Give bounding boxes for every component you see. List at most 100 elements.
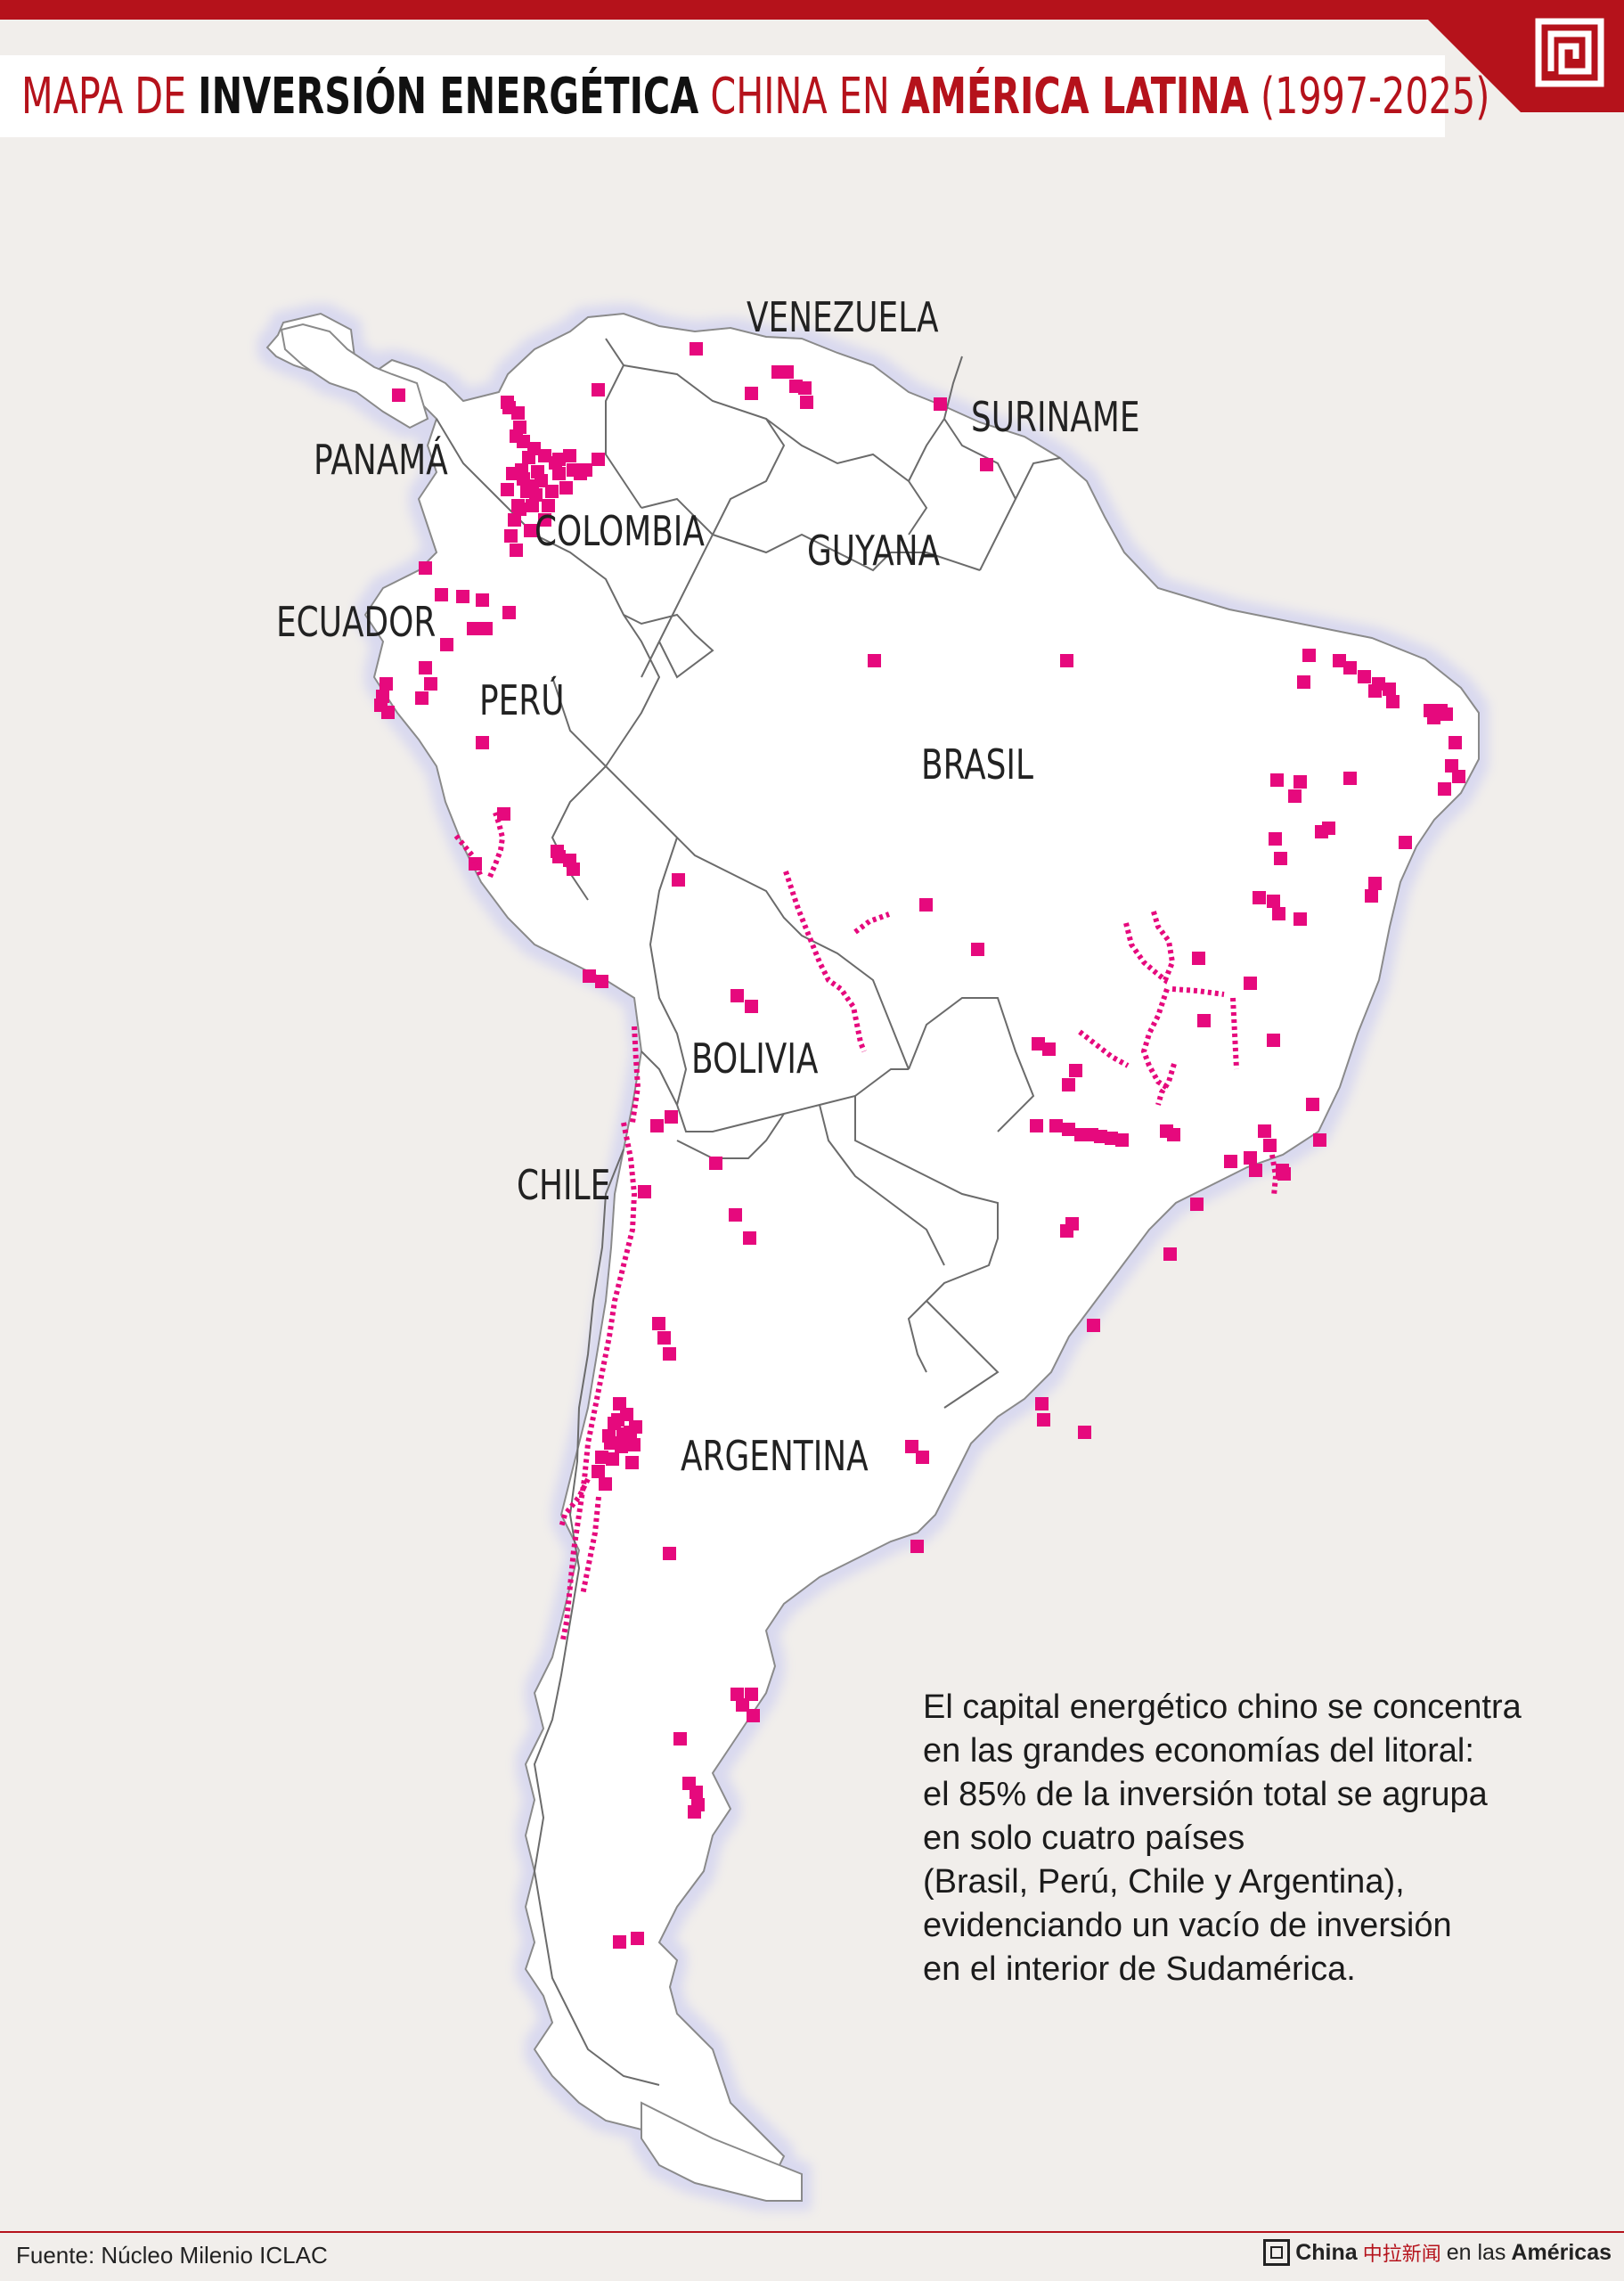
investment-marker <box>1078 1426 1091 1439</box>
investment-marker <box>1192 952 1205 965</box>
investment-marker <box>1297 675 1310 689</box>
investment-marker <box>392 388 405 402</box>
investment-marker <box>379 677 393 691</box>
investment-marker <box>916 1451 929 1464</box>
investment-marker <box>1358 670 1371 683</box>
source-credit: Fuente: Núcleo Milenio ICLAC <box>16 2242 328 2269</box>
investment-marker <box>424 677 437 691</box>
investment-marker <box>1343 661 1357 674</box>
note-line: en el interior de Sudamérica. <box>923 1950 1356 1988</box>
note-line: El capital energético chino se concentra <box>923 1688 1522 1726</box>
investment-marker <box>615 1440 628 1453</box>
investment-marker <box>1258 1124 1271 1138</box>
investment-marker <box>506 467 519 480</box>
investment-marker <box>1253 891 1266 904</box>
investment-marker <box>1399 836 1412 849</box>
investment-marker <box>1060 1224 1073 1238</box>
investment-marker <box>381 706 395 719</box>
investment-marker <box>688 1805 701 1819</box>
investment-marker <box>1069 1064 1082 1077</box>
investment-marker <box>1452 770 1465 783</box>
note-line: en solo cuatro países <box>923 1819 1245 1857</box>
label-bolivia: BOLIVIA <box>691 1035 818 1083</box>
pipeline-line <box>783 871 867 1053</box>
investment-marker <box>599 1477 612 1491</box>
investment-marker <box>1365 889 1378 903</box>
investment-marker <box>1438 782 1451 796</box>
investment-marker <box>1267 1034 1280 1047</box>
investment-marker <box>592 453 605 466</box>
investment-marker <box>673 1732 687 1745</box>
title-strip <box>0 55 1445 137</box>
top-accent-bar <box>0 0 1624 20</box>
brand-chinese: 中拉新闻 <box>1362 2244 1441 2266</box>
investment-marker <box>663 1347 676 1361</box>
investment-marker <box>497 807 510 821</box>
investment-marker <box>1037 1413 1050 1427</box>
investment-marker <box>980 458 993 471</box>
investment-marker <box>456 590 469 603</box>
investment-marker <box>729 1208 742 1222</box>
investment-marker <box>730 1688 744 1701</box>
investment-marker <box>1244 977 1257 990</box>
investment-marker <box>616 1427 630 1441</box>
investment-marker <box>522 451 535 464</box>
investment-marker <box>1244 1151 1257 1165</box>
investment-marker <box>611 1413 624 1427</box>
investment-marker <box>1030 1119 1043 1132</box>
label-chile: CHILE <box>517 1162 610 1210</box>
investment-marker <box>595 1451 608 1464</box>
investment-marker <box>657 1331 671 1345</box>
investment-marker <box>613 1397 626 1410</box>
investment-marker <box>508 513 521 527</box>
investment-marker <box>538 513 551 527</box>
pipeline-lines <box>453 812 1279 1640</box>
investment-marker <box>934 397 947 411</box>
investment-marker <box>1270 773 1284 787</box>
note-line: en las grandes economías del litoral: <box>923 1732 1474 1770</box>
investment-marker <box>627 1438 641 1451</box>
investment-marker <box>1190 1198 1204 1211</box>
brand-name: China <box>1295 2239 1358 2265</box>
label-panama: PANAMÁ <box>314 437 448 485</box>
investment-marker <box>690 342 703 356</box>
investment-marker <box>476 736 489 749</box>
investment-marker <box>745 1688 758 1701</box>
investment-marker <box>1313 1133 1326 1147</box>
investment-marker <box>736 1698 749 1712</box>
investment-marker <box>1105 1132 1118 1145</box>
investment-marker <box>419 661 432 674</box>
note-line: evidenciando un vacío de inversión <box>923 1907 1452 1944</box>
brand-logo: China 中拉新闻 en las Américas <box>1263 2238 1612 2267</box>
investment-marker <box>629 1420 642 1434</box>
investment-marker <box>1115 1133 1129 1147</box>
investment-marker <box>504 529 518 543</box>
investment-marker <box>1087 1319 1100 1332</box>
investment-marker <box>745 387 758 400</box>
investment-marker <box>538 449 551 462</box>
investment-marker <box>1249 1164 1262 1177</box>
pipeline-line <box>1155 1063 1177 1106</box>
investment-marker <box>1322 822 1335 835</box>
label-argentina: ARGENTINA <box>681 1433 869 1481</box>
page-title: MAPA DE INVERSIÓN ENERGÉTICA CHINA EN AM… <box>21 68 1490 126</box>
investment-marker <box>606 1452 619 1466</box>
investment-marker <box>1386 695 1400 708</box>
investment-marker <box>1368 877 1382 890</box>
label-brasil: BRASIL <box>921 741 1033 789</box>
pipeline-line <box>1269 1154 1279 1197</box>
investment-marker <box>1062 1078 1075 1091</box>
investment-marker <box>1449 736 1462 749</box>
investment-marker <box>1293 775 1307 789</box>
pipeline-line <box>559 1477 591 1528</box>
pipeline-line <box>630 1026 641 1124</box>
investment-marker <box>1163 1247 1177 1261</box>
label-ecuador: ECUADOR <box>276 599 436 647</box>
investment-marker <box>747 1709 760 1722</box>
investment-marker <box>1094 1130 1107 1143</box>
investment-marker <box>1267 895 1280 908</box>
investment-marker <box>1306 1098 1319 1111</box>
pipeline-line <box>1078 1029 1130 1068</box>
investment-marker <box>905 1440 918 1453</box>
